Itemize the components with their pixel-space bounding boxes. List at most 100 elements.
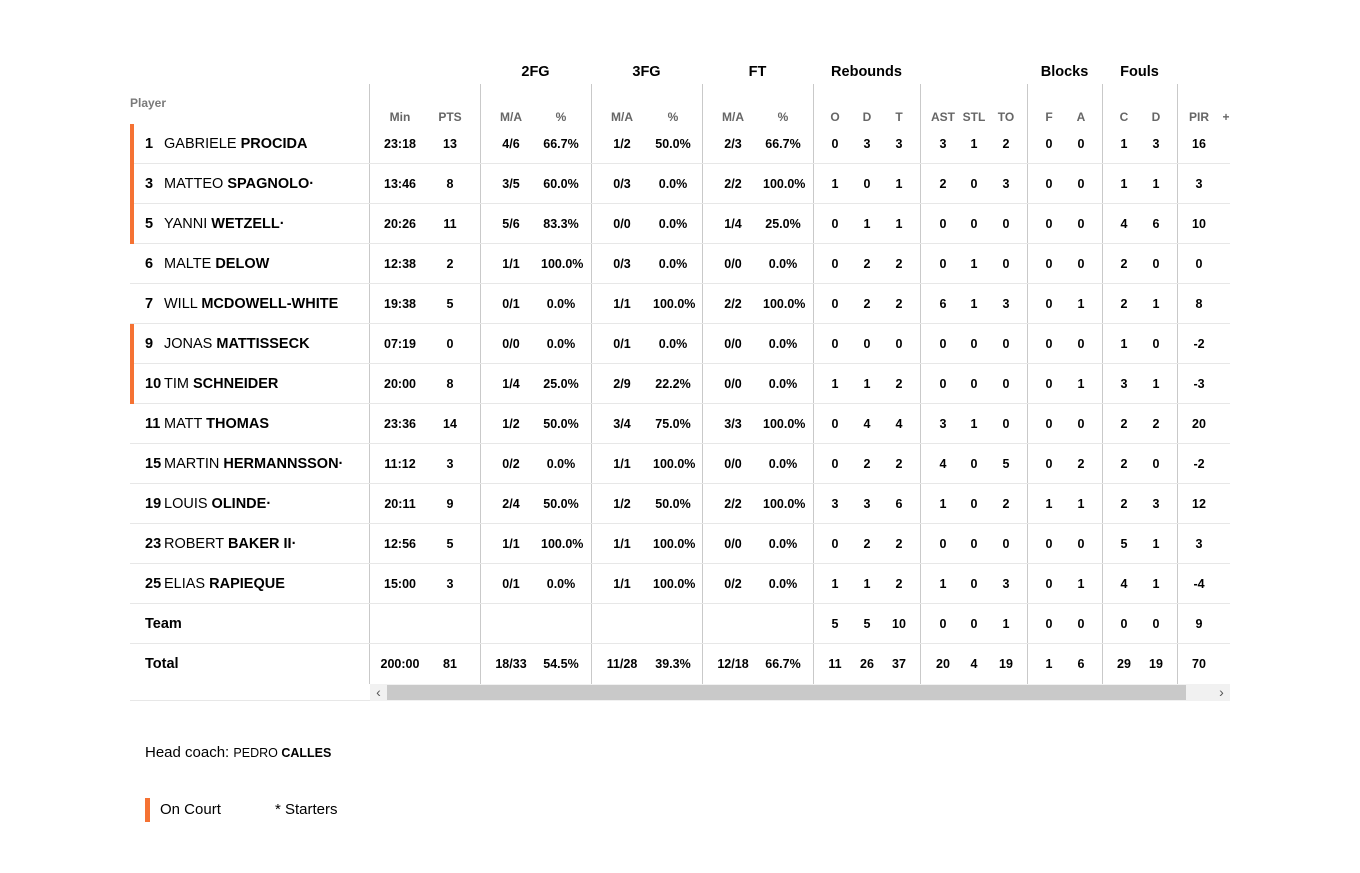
column-header-to[interactable]: TO (997, 110, 1015, 124)
stat-cell-pir: 8 (1195, 297, 1203, 311)
player-row[interactable]: 10 TIM SCHNEIDER 20:00 8 1/4 25.0% 2/9 22.2% 0/0… (130, 364, 1230, 404)
stat-cell-fg3_pct: 50.0% (655, 497, 691, 511)
stat-cell-fg2_ma: 2/4 (502, 497, 520, 511)
column-header-reb_d[interactable]: D (862, 110, 872, 124)
player-name[interactable]: MALTE DELOW (164, 244, 269, 284)
player-row[interactable]: 9 JONAS MATTISSECK 07:19 0 0/0 0.0% 0/1 0.0% 0/0… (130, 324, 1230, 364)
column-header-foul_c[interactable]: C (1119, 110, 1129, 124)
column-header-fg2_ma[interactable]: M/A (500, 110, 522, 124)
player-row[interactable]: 1 GABRIELE PROCIDA 23:18 13 4/6 66.7% 1/2 50.0%… (130, 124, 1230, 164)
stat-cell-foul_c: 1 (1120, 337, 1128, 351)
column-header-blk_a[interactable]: A (1076, 110, 1086, 124)
stat-cell-fg2_pct: 50.0% (543, 497, 579, 511)
stat-cell-foul_c: 1 (1120, 177, 1128, 191)
player-row[interactable]: 3 MATTEO SPAGNOLO· 13:46 8 3/5 60.0% 0/3 0.0% 2/… (130, 164, 1230, 204)
player-name[interactable]: YANNI WETZELL· (164, 204, 285, 244)
stat-cell-reb_t: 37 (892, 657, 906, 671)
column-header-pts[interactable]: PTS (438, 110, 462, 124)
column-header-fg3_ma[interactable]: M/A (611, 110, 633, 124)
column-header-ft_ma[interactable]: M/A (722, 110, 744, 124)
stat-cell-blk_f: 0 (1045, 537, 1053, 551)
team-label: Team (145, 616, 182, 632)
stat-cell-ast: 1 (939, 577, 947, 591)
player-name[interactable]: MARTIN HERMANNSSON· (164, 444, 343, 484)
stat-cell-reb_o: 3 (831, 497, 839, 511)
stat-cell-stl: 0 (970, 537, 978, 551)
stat-cell-stl: 0 (970, 377, 978, 391)
player-row[interactable]: 5 YANNI WETZELL· 20:26 11 5/6 83.3% 0/0 0.0% 1/4… (130, 204, 1230, 244)
player-name[interactable]: GABRIELE PROCIDA (164, 124, 307, 164)
player-name[interactable]: LOUIS OLINDE· (164, 484, 271, 524)
player-name[interactable]: MATT THOMAS (164, 404, 269, 444)
column-header-pir[interactable]: PIR (1188, 110, 1209, 124)
stat-cell-blk_f: 1 (1045, 657, 1053, 671)
column-header-ast[interactable]: AST (931, 110, 955, 124)
stat-cell-reb_t: 6 (895, 497, 903, 511)
stat-cell-reb_o: 0 (831, 337, 839, 351)
column-header-fg2_pct[interactable]: % (555, 110, 567, 124)
player-row[interactable]: 6 MALTE DELOW 12:38 2 1/1 100.0% 0/3 0.0% 0/0 0.0… (130, 244, 1230, 284)
stat-cell-fg2_ma: 4/6 (502, 137, 520, 151)
column-header-reb_t[interactable]: T (895, 110, 903, 124)
stat-cell-stl: 1 (970, 297, 978, 311)
stat-cell-reb_o: 5 (831, 617, 839, 631)
player-row[interactable]: 15 MARTIN HERMANNSSON· 11:12 3 0/2 0.0% 1/1 100… (130, 444, 1230, 484)
player-name[interactable]: WILL MCDOWELL-WHITE (164, 284, 338, 324)
stat-cell-ft_pct: 25.0% (765, 217, 801, 231)
stat-cell-fg3_pct: 22.2% (655, 377, 691, 391)
stat-cell-pir: 70 (1192, 657, 1206, 671)
column-header-min[interactable]: Min (389, 110, 411, 124)
player-row[interactable]: 25 ELIAS RAPIEQUE 15:00 3 0/1 0.0% 1/1 100.0% 0/… (130, 564, 1230, 604)
scrollbar-thumb[interactable] (387, 685, 1186, 700)
column-header-blk_f[interactable]: F (1045, 110, 1053, 124)
player-name[interactable]: ROBERT BAKER II· (164, 524, 296, 564)
stat-cell-stl: 1 (970, 417, 978, 431)
scroll-right-icon[interactable]: › (1219, 684, 1224, 700)
stat-cell-pir: -2 (1193, 337, 1205, 351)
player-row[interactable]: 7 WILL MCDOWELL-WHITE 19:38 5 0/1 0.0% 1/1 100.… (130, 284, 1230, 324)
player-row[interactable]: 23 ROBERT BAKER II· 12:56 5 1/1 100.0% 1/1 100.… (130, 524, 1230, 564)
column-header-pm[interactable]: + (1222, 110, 1230, 124)
stat-cell-pts: 8 (446, 177, 454, 191)
horizontal-scrollbar[interactable]: ‹ › (370, 684, 1230, 701)
stat-cell-ast: 6 (939, 297, 947, 311)
stat-cell-fg3_ma: 1/1 (613, 297, 631, 311)
stat-cell-ast: 1 (939, 497, 947, 511)
column-header-fg3_pct[interactable]: % (667, 110, 679, 124)
column-header-stl[interactable]: STL (962, 110, 986, 124)
player-last-name: RAPIEQUE (209, 576, 285, 592)
player-row[interactable]: 11 MATT THOMAS 23:36 14 1/2 50.0% 3/4 75.0% 3/3 1… (130, 404, 1230, 444)
stat-cell-foul_d: 2 (1152, 417, 1160, 431)
player-name[interactable]: ELIAS RAPIEQUE (164, 564, 285, 604)
column-header-foul_d[interactable]: D (1151, 110, 1161, 124)
stat-cell-blk_a: 0 (1077, 137, 1085, 151)
stat-cell-ft_ma: 0/0 (724, 457, 742, 471)
stat-cell-to: 0 (1002, 217, 1010, 231)
player-last-name: HERMANNSSON· (223, 456, 344, 472)
player-first-name: MALTE (164, 256, 212, 272)
scroll-left-icon[interactable]: ‹ (376, 684, 381, 700)
stat-cell-ast: 0 (939, 537, 947, 551)
stat-cell-reb_t: 3 (895, 137, 903, 151)
stat-cell-pts: 3 (446, 577, 454, 591)
stat-cell-blk_f: 0 (1045, 337, 1053, 351)
player-name[interactable]: JONAS MATTISSECK (164, 324, 310, 364)
column-header-ft_pct[interactable]: % (777, 110, 789, 124)
column-divider (1177, 84, 1178, 684)
stat-cell-fg3_pct: 100.0% (653, 537, 696, 551)
stat-cell-pir: 16 (1192, 137, 1206, 151)
column-divider (702, 84, 703, 684)
stat-cell-ft_ma: 0/2 (724, 577, 742, 591)
player-name[interactable]: TIM SCHNEIDER (164, 364, 278, 404)
stat-cell-fg3_pct: 50.0% (655, 137, 691, 151)
group-header-ft: FT (748, 64, 767, 80)
player-first-name: LOUIS (164, 496, 208, 512)
player-name[interactable]: MATTEO SPAGNOLO· (164, 164, 314, 204)
stat-cell-to: 0 (1002, 537, 1010, 551)
stat-cell-reb_d: 2 (863, 537, 871, 551)
stat-cell-fg3_ma: 0/3 (613, 177, 631, 191)
stat-cell-pir: -4 (1193, 577, 1205, 591)
stat-cell-fg2_ma: 1/1 (502, 537, 520, 551)
column-header-reb_o[interactable]: O (830, 110, 840, 124)
player-row[interactable]: 19 LOUIS OLINDE· 20:11 9 2/4 50.0% 1/2 50.0% 2/2… (130, 484, 1230, 524)
